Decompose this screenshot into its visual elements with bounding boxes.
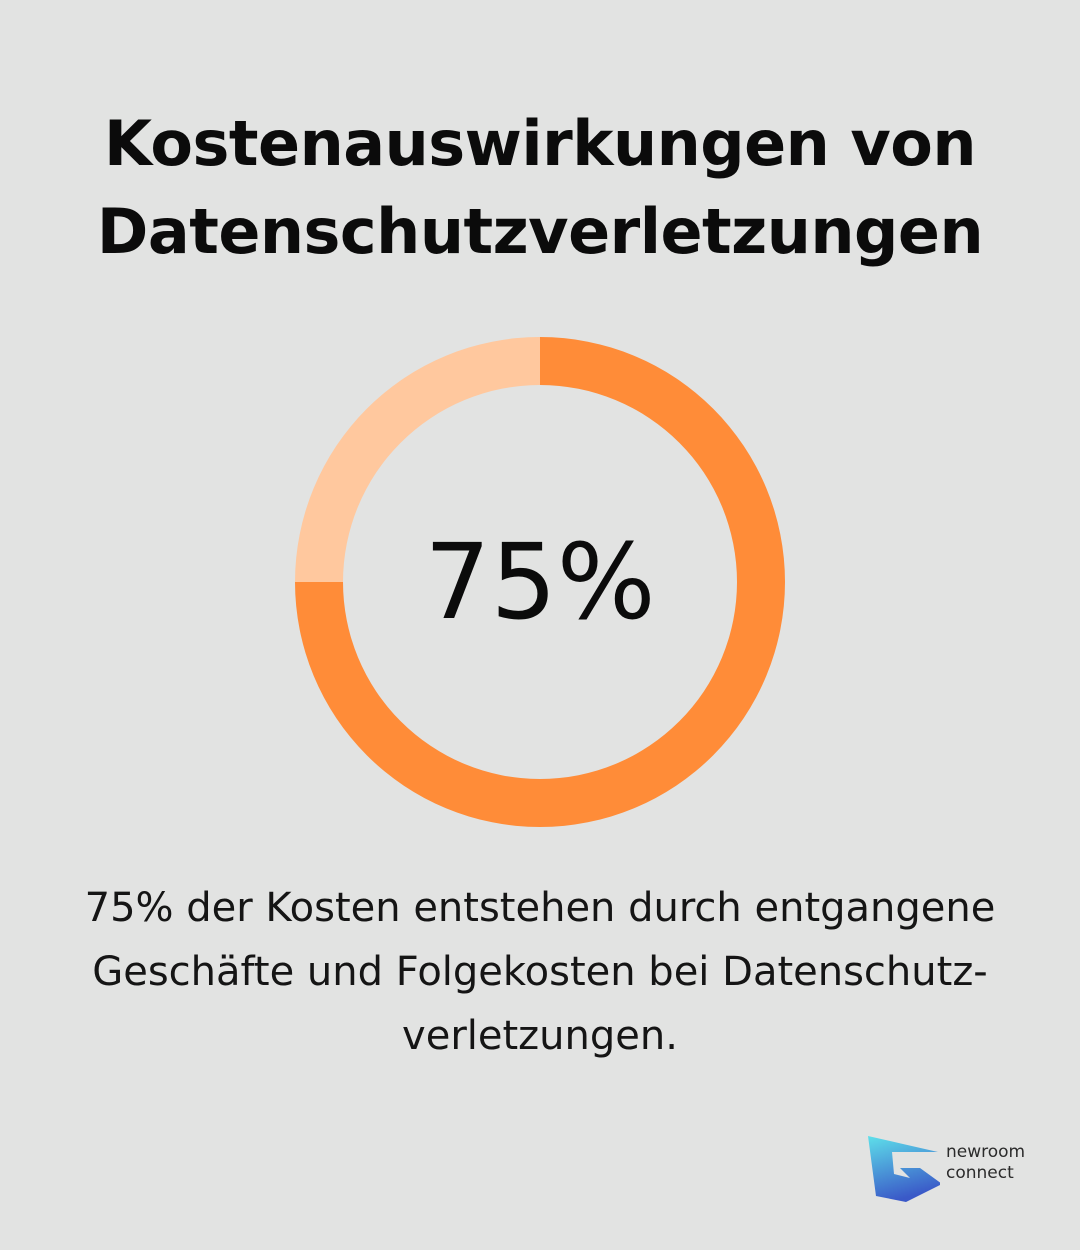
logo-text-line-2: connect [946, 1163, 1014, 1183]
page-title: Kostenauswirkungen von Datenschutzverlet… [40, 100, 1040, 276]
description: 75% der Kosten entstehen durch entgangen… [40, 876, 1040, 1068]
newroom-connect-logo-icon [868, 1136, 940, 1202]
description-line-2: Geschäfte und Folgekosten bei Datenschut… [92, 949, 988, 995]
title-line-1: Kostenauswirkungen von [103, 107, 977, 180]
description-line-3: verletzungen. [402, 1013, 678, 1059]
center-value-label: 75% [424, 521, 655, 643]
description-line-1: 75% der Kosten entstehen durch entgangen… [84, 885, 996, 931]
logo-text: newroom connect [946, 1142, 1025, 1184]
donut-chart: 75% [295, 337, 785, 827]
logo-text-line-1: newroom [946, 1142, 1026, 1162]
brand-logo: newroom connect [866, 1134, 1046, 1206]
title-line-2: Datenschutzverletzungen [96, 195, 984, 268]
donut-slices [295, 337, 785, 827]
donut-slice-2 [295, 337, 540, 582]
